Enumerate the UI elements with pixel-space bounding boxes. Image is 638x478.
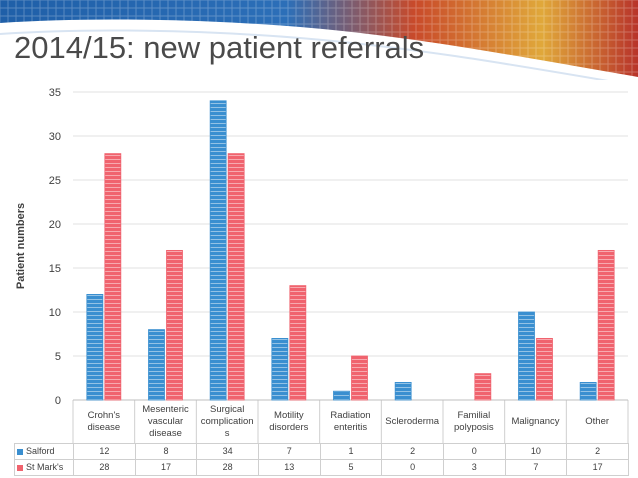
salford-bar [333,390,350,401]
x-tick-label: Malignancy [511,416,559,427]
st-marks-bar [351,355,368,401]
data-value-cell: 3 [442,459,506,476]
y-tick-label: 25 [49,175,61,187]
data-value-cell: 13 [257,459,321,476]
x-tick-label: disease [149,428,182,439]
data-value-cell: 8 [134,443,198,460]
x-tick-label: vascular [148,416,183,427]
salford-bar [394,381,412,401]
salford-bar [209,100,227,401]
data-value-cell: 17 [134,459,198,476]
y-tick-label: 30 [49,131,61,143]
data-value-cell: 28 [196,459,259,476]
st-marks-bar [597,249,615,401]
series-name: St Mark's [26,462,64,472]
mosaic-banner [0,0,638,80]
slide-title: 2014/15: new patient referrals [14,30,425,65]
x-tick-label: enteritis [334,422,368,433]
x-tick-label: Radiation [330,410,370,421]
y-tick-label: 35 [49,87,61,99]
y-tick-label: 15 [49,263,61,275]
series-legend-cell: Salford [14,443,74,460]
st-marks-bar [289,285,307,401]
data-value-cell: 7 [257,443,321,460]
st-marks-bar [227,153,245,401]
data-value-cell: 17 [566,459,629,476]
data-value-cell: 28 [73,459,136,476]
salford-bar [148,329,165,401]
y-axis-label: Patient numbers [15,203,27,289]
x-tick-label: Familial [457,410,490,421]
legend-swatch [17,464,23,471]
x-tick-label: Mesenteric [142,404,189,415]
y-tick-label: 5 [55,351,61,363]
data-value-cell: 12 [73,443,136,460]
data-value-cell: 0 [381,459,444,476]
legend-swatch [17,448,23,455]
data-value-cell: 34 [196,443,259,460]
data-value-cell: 0 [442,443,506,460]
table-row: Salford 12 8 34 7 1 2 0 10 2 [14,443,629,460]
chart-data-table: Salford 12 8 34 7 1 2 0 10 2 St Mark's 28 17 28 13 5 0 3 7… [14,443,629,476]
x-tick-label: Crohn's [88,410,121,421]
x-tick-label: s [225,428,230,439]
data-value-cell: 7 [504,459,568,476]
salford-bar [518,311,535,401]
salford-bar [579,381,597,401]
data-value-cell: 2 [566,443,629,460]
data-value-cell: 1 [319,443,383,460]
x-tick-label: disease [87,422,120,433]
st-marks-bar [536,337,553,401]
series-legend-cell: St Mark's [14,459,74,476]
x-tick-label: Scleroderma [385,416,440,427]
salford-bar [86,293,104,401]
x-tick-label: Other [585,416,609,427]
table-row: St Mark's 28 17 28 13 5 0 3 7 17 [14,459,629,476]
salford-bar [271,337,289,401]
st-marks-bar [104,153,122,401]
data-value-cell: 10 [504,443,568,460]
st-marks-bar [166,249,183,401]
y-tick-label: 10 [49,307,61,319]
x-tick-label: disorders [269,422,308,433]
data-value-cell: 5 [319,459,383,476]
x-tick-label: polyposis [454,422,494,433]
x-tick-label: complication [201,416,254,427]
x-tick-label: Surgical [210,404,244,415]
y-tick-label: 0 [55,395,61,407]
series-name: Salford [26,446,55,456]
st-marks-bar [474,373,492,401]
data-value-cell: 2 [381,443,444,460]
y-tick-label: 20 [49,219,61,231]
x-tick-label: Motility [274,410,304,421]
